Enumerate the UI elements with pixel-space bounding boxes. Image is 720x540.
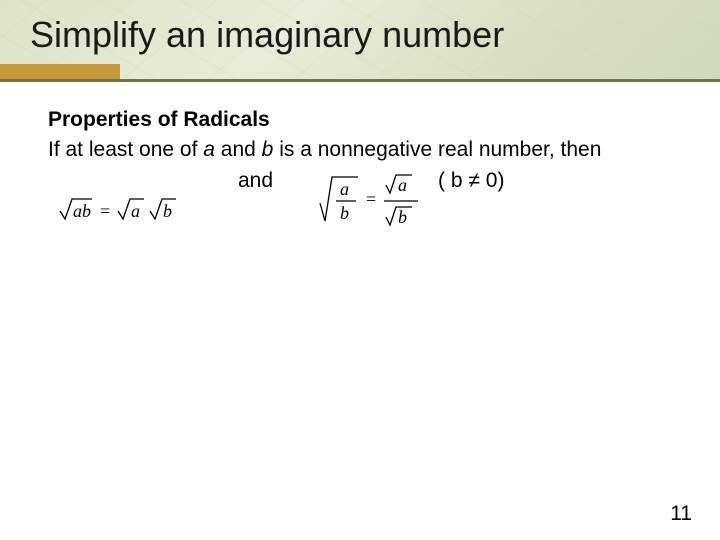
page-number: 11 [670, 502, 692, 526]
var-b: b [262, 138, 274, 161]
slide-header: Simplify an imaginary number [0, 0, 720, 82]
svg-text:b: b [398, 207, 407, 227]
svg-text:a: a [398, 175, 407, 195]
svg-text:b: b [163, 201, 172, 221]
content-region: Properties of Radicals If at least one o… [0, 82, 720, 269]
formula-area: ab = a b a b = a b [48, 199, 672, 269]
body-line-1: If at least one of a and b is a nonnegat… [48, 136, 672, 164]
text-mid: and [215, 138, 262, 161]
svg-text:a: a [131, 201, 140, 221]
svg-text:=: = [366, 189, 376, 209]
underline-bar [0, 79, 720, 82]
subheading: Properties of Radicals [48, 106, 672, 134]
and-word: and [238, 167, 273, 195]
svg-text:ab: ab [73, 201, 91, 221]
page-title: Simplify an imaginary number [30, 14, 504, 56]
svg-text:b: b [340, 203, 349, 223]
cond-val: 0) [486, 169, 505, 192]
svg-text:=: = [100, 201, 110, 221]
formula-quotient-rule: a b = a b [318, 169, 468, 241]
formula-product-rule: ab = a b [58, 193, 228, 233]
svg-text:a: a [340, 179, 349, 199]
text-post: is a nonnegative real number, then [273, 138, 601, 161]
var-a: a [203, 138, 215, 161]
text-pre: If at least one of [48, 138, 203, 161]
